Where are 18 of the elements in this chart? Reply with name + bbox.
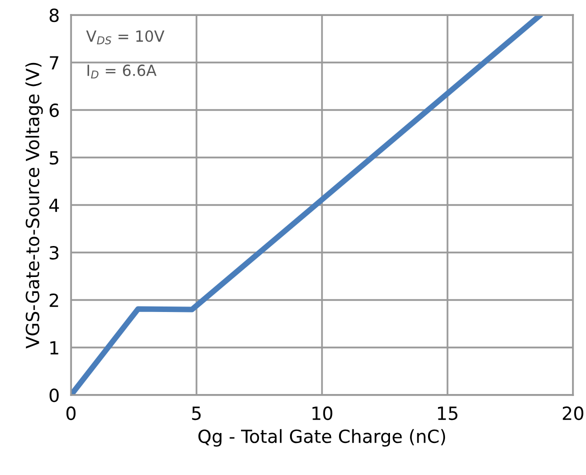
y-tick-label: 6 xyxy=(50,103,59,118)
y-tick-label: 7 xyxy=(50,56,58,70)
x-tick-label: 5 xyxy=(192,406,201,420)
x-tick-label: 15 xyxy=(438,406,458,420)
y-tick-label: 8 xyxy=(50,8,59,22)
y-tick-label: 0 xyxy=(50,388,59,402)
y-tick-label: 2 xyxy=(50,293,58,307)
x-tick-label: 10 xyxy=(312,406,332,420)
x-tick-label: 0 xyxy=(66,406,76,420)
y-tick-label: 4 xyxy=(49,198,59,212)
x-tick-label: 20 xyxy=(562,406,584,420)
annotation: V$_{DS}$ = 10V xyxy=(86,30,164,44)
x-axis-title: Qg - Total Gate Charge (nC) xyxy=(198,429,446,447)
y-axis-title: VGS-Gate-to-Source Voltage (V) xyxy=(25,62,43,349)
y-tick-label: 3 xyxy=(50,246,58,260)
y-tick-label: 1 xyxy=(50,341,58,354)
annotation: I$_{D}$ = 6.6A xyxy=(88,64,156,78)
y-tick-label: 5 xyxy=(50,151,58,165)
